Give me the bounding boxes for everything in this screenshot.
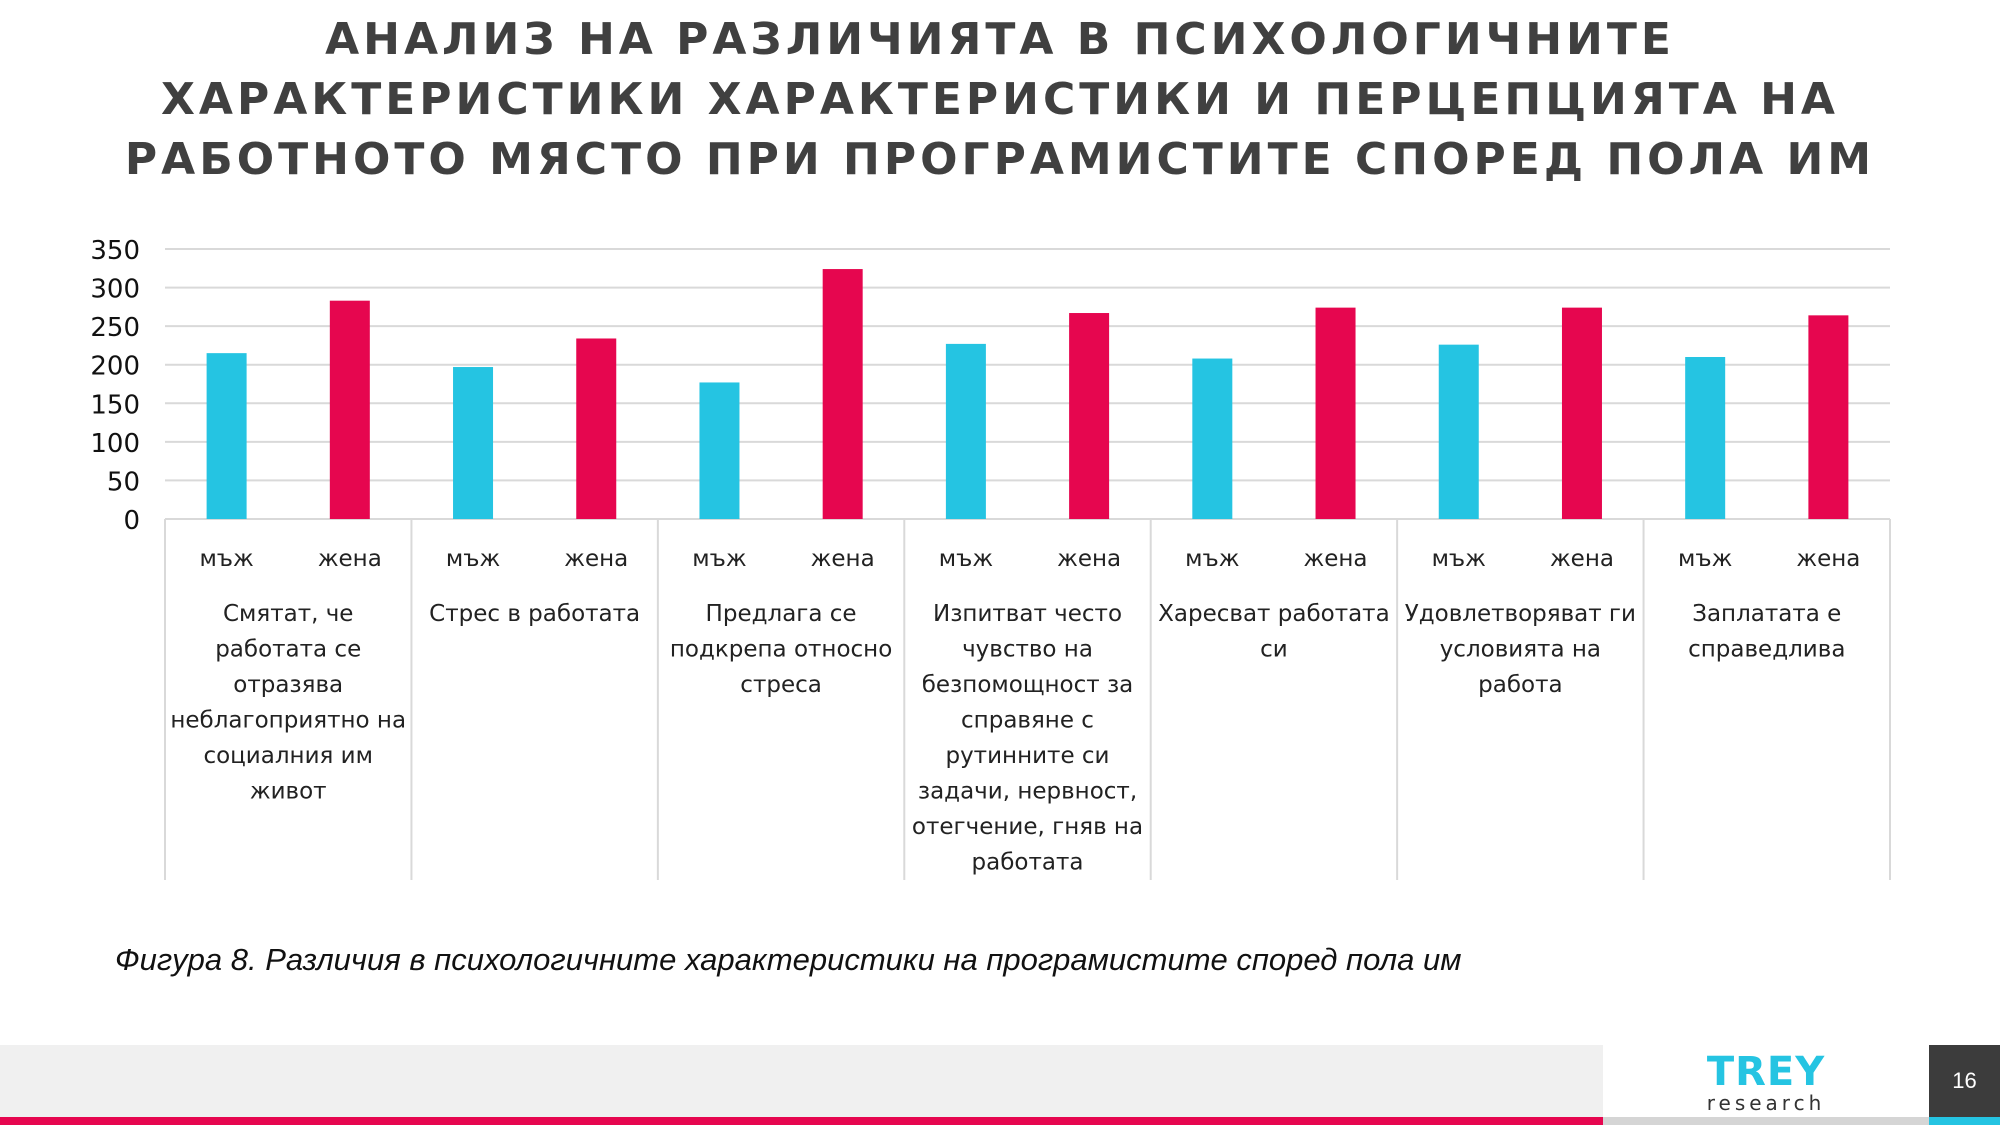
y-tick-label: 200 [90,352,140,382]
bar-chart: 0 50 100 150 200 250 300 350 мъж жена Смятат, че ра… [90,236,1891,880]
footer-band [0,1045,1603,1117]
category-label: Заплатата е [1692,601,1841,627]
category-label: стреса [740,672,822,698]
category-label: справяне с [961,708,1094,734]
category-label: работата [972,850,1084,876]
bar-male [453,367,494,519]
footer-cyan-strip [1929,1117,2000,1125]
subcategory-label: мъж [199,546,253,572]
category-label: задачи, нервност, [918,779,1137,805]
bar-male [699,382,740,519]
trey-research-logo: TREY research [1603,1045,1929,1117]
bar-male [1685,357,1726,519]
category-label: справедлива [1688,637,1845,663]
y-tick-label: 150 [90,390,140,420]
bar-female [822,269,863,519]
category-label: условията на [1440,637,1601,663]
bar-male [1438,344,1479,519]
subcategory-label: жена [564,546,628,572]
y-tick-label: 50 [107,467,140,497]
y-tick-label: 350 [90,236,140,266]
y-tick-label: 300 [90,275,140,305]
category-label: Смятат, че [223,601,354,627]
logo-sub-text: research [1706,1091,1826,1115]
subcategory-label: мъж [446,546,500,572]
category-label: работа [1478,672,1562,698]
bar-female [1561,307,1602,519]
page-number: 16 [1929,1045,2000,1117]
figure-caption: Фигура 8. Различия в психологичните хара… [115,942,1462,977]
subcategory-label: мъж [1432,546,1486,572]
category-label: Харесват работата [1158,601,1390,627]
logo-main-text: TREY [1706,1049,1826,1095]
y-tick-label: 0 [123,506,140,536]
subcategory-label: мъж [1678,546,1732,572]
subcategory-label: жена [318,546,382,572]
y-tick-label: 100 [90,429,140,459]
category-label: Изпитват често [933,601,1122,627]
subcategory-label: жена [1057,546,1121,572]
category-label: подкрепа относно [670,637,892,663]
category-label: си [1260,637,1288,663]
footer-accent-strip [0,1117,1603,1125]
category-label: отегчение, гняв на [912,814,1143,840]
title-line: ХАРАКТЕРИСТИКИ ХАРАКТЕРИСТИКИ И ПЕРЦЕПЦИ… [160,74,1839,125]
bar-female [1315,307,1356,519]
subcategory-label: жена [1796,546,1860,572]
title-line: РАБОТНОТО МЯСТО ПРИ ПРОГРАМИСТИТЕ СПОРЕД… [124,134,1876,185]
category-label: неблагоприятно на [170,708,406,734]
category-label: чувство на [962,637,1093,663]
category-label: Стрес в работата [429,601,640,627]
bar-male [945,343,986,519]
subcategory-label: жена [1304,546,1368,572]
footer-grey-strip [1603,1117,1929,1125]
category-label: безпомощност за [922,672,1134,698]
category-label: живот [250,779,327,805]
title-line: АНАЛИЗ НА РАЗЛИЧИЯТА В ПСИХОЛОГИЧНИТЕ [325,14,1675,65]
category-label: рутинните си [945,743,1109,769]
slide-title: АНАЛИЗ НА РАЗЛИЧИЯТА В ПСИХОЛОГИЧНИТЕ ХА… [100,10,1900,190]
y-tick-label: 250 [90,313,140,343]
category-label: Предлага се [706,601,857,627]
subcategory-label: мъж [692,546,746,572]
category-label: Удовлетворяват ги [1405,601,1636,627]
subcategory-label: мъж [939,546,993,572]
subcategory-label: мъж [1185,546,1239,572]
subcategory-label: жена [1550,546,1614,572]
subcategory-label: жена [811,546,875,572]
category-label: социалния им [203,743,373,769]
bar-male [1192,358,1233,519]
bar-female [329,300,370,519]
bar-female [576,338,617,519]
category-label: отразява [233,672,343,698]
bar-female [1808,315,1849,519]
bar-male [206,353,247,519]
category-label: работата се [215,637,361,663]
bar-female [1069,313,1110,519]
